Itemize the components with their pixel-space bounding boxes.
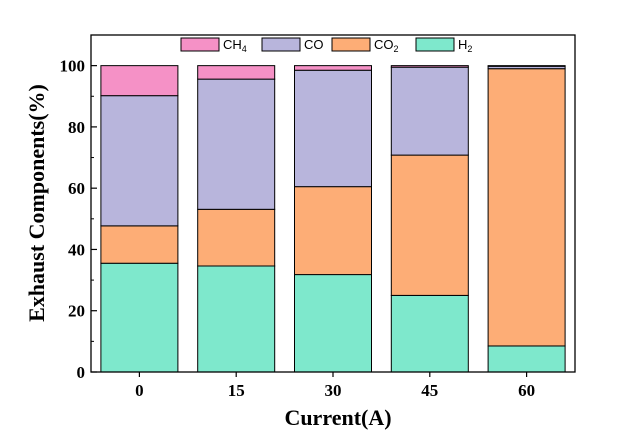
x-tick-label: 0 bbox=[135, 381, 144, 400]
x-tick-label: 60 bbox=[518, 381, 535, 400]
bar-h2-45 bbox=[390, 294, 469, 373]
x-tick-label: 30 bbox=[325, 381, 342, 400]
legend-swatch-co2 bbox=[331, 37, 371, 52]
bar-ch4-0 bbox=[100, 65, 179, 97]
y-tick-label: 0 bbox=[77, 363, 86, 382]
x-tick-label: 15 bbox=[228, 381, 245, 400]
bar-h2-60 bbox=[487, 345, 566, 373]
y-tick-label: 20 bbox=[68, 302, 85, 321]
y-axis-title: Exhaust Components(%) bbox=[24, 84, 49, 322]
legend-swatch-h2 bbox=[415, 37, 455, 52]
x-tick-label: 45 bbox=[421, 381, 438, 400]
bar-co-30 bbox=[294, 69, 372, 188]
y-tick-label: 60 bbox=[68, 179, 85, 198]
bar-ch4-15 bbox=[197, 65, 276, 80]
bar-co-45 bbox=[390, 66, 469, 156]
legend-swatch-co bbox=[261, 37, 301, 52]
legend-label-h2: H2 bbox=[458, 37, 472, 54]
x-axis: 0 15 30 45 60 bbox=[135, 372, 535, 400]
legend-label-ch4: CH4 bbox=[223, 37, 247, 54]
bar-co-0 bbox=[100, 95, 179, 227]
bar-ch4-60 bbox=[487, 65, 566, 67]
legend-label-co2: CO2 bbox=[374, 37, 399, 54]
bar-co2-15 bbox=[197, 208, 276, 267]
bar-ch4-45 bbox=[390, 65, 469, 68]
bar-ch4-30 bbox=[294, 65, 372, 71]
y-tick-label: 40 bbox=[68, 240, 85, 259]
y-tick-label: 80 bbox=[68, 118, 85, 137]
bar-h2-0 bbox=[100, 262, 179, 373]
bar-h2-15 bbox=[197, 265, 276, 373]
bar-co-15 bbox=[197, 78, 276, 210]
y-tick-label: 100 bbox=[60, 57, 86, 76]
bars-group bbox=[100, 65, 566, 373]
bar-co2-30 bbox=[294, 186, 372, 276]
legend-label-co: CO bbox=[304, 37, 324, 52]
y-axis: 0 20 40 60 80 100 bbox=[60, 57, 97, 382]
bar-co2-60 bbox=[487, 68, 566, 347]
bar-co2-45 bbox=[390, 154, 469, 296]
x-axis-title: Current(A) bbox=[284, 405, 391, 430]
bar-co2-0 bbox=[100, 225, 179, 264]
legend: CH4 CO CO2 H2 bbox=[180, 37, 472, 54]
bar-h2-30 bbox=[294, 274, 372, 373]
legend-swatch-ch4 bbox=[180, 37, 220, 52]
